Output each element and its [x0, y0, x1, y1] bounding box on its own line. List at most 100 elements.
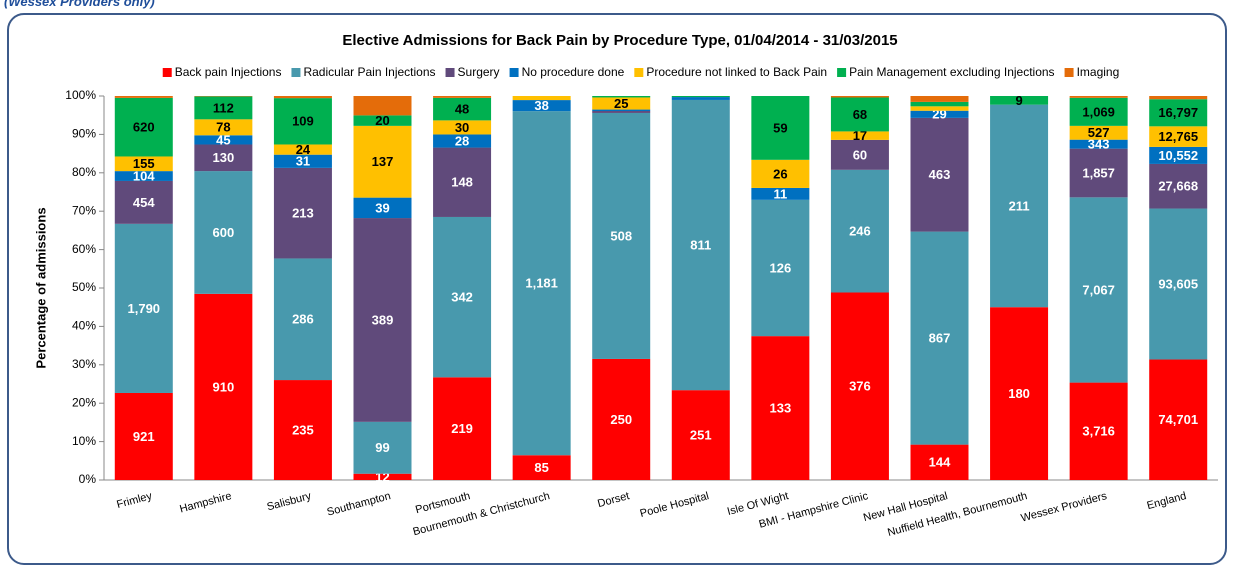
bar-segment — [990, 307, 1049, 480]
bar-segment — [910, 101, 969, 107]
y-tick-label: 0% — [79, 472, 97, 486]
legend-swatch — [634, 68, 644, 77]
data-label: 251 — [690, 428, 712, 443]
bar-segment — [1149, 146, 1208, 164]
bar-segment — [830, 139, 889, 170]
bar-segment — [273, 154, 332, 168]
x-tick-label: Dorset — [596, 490, 630, 510]
y-tick-label: 70% — [72, 203, 96, 217]
bar-segment — [353, 473, 412, 480]
y-tick-label: 60% — [72, 242, 96, 256]
bar-segment — [830, 169, 889, 293]
data-label: 60 — [853, 147, 867, 162]
legend-swatch — [837, 68, 847, 77]
bar-segment — [990, 96, 1049, 105]
frame — [7, 13, 1227, 565]
data-label: 126 — [770, 260, 792, 275]
data-label: 48 — [455, 102, 469, 117]
bar-segment — [433, 377, 492, 480]
data-label: 600 — [213, 225, 235, 240]
bar-segment — [194, 96, 253, 120]
legend-swatch — [1064, 68, 1074, 77]
data-label: 389 — [372, 312, 394, 327]
bar-segment — [433, 97, 492, 121]
data-label: 93,605 — [1158, 276, 1198, 291]
data-label: 180 — [1008, 386, 1030, 401]
bar-segment — [592, 112, 651, 359]
data-label: 620 — [133, 120, 155, 135]
data-label: 78 — [216, 120, 230, 135]
bar-segment — [1149, 163, 1208, 209]
x-tick-label: Hampshire — [178, 490, 232, 515]
data-label: 27,668 — [1158, 179, 1198, 194]
y-tick-label: 100% — [65, 88, 96, 102]
bar-segment — [1149, 99, 1208, 127]
bar-segment — [1069, 382, 1128, 480]
data-label: 286 — [292, 312, 314, 327]
bar-segment — [592, 96, 651, 98]
bar-segment — [433, 147, 492, 217]
bar-segment — [114, 392, 173, 480]
bar-segment — [910, 117, 969, 232]
bar-segment — [353, 96, 412, 116]
bar-segment — [273, 144, 332, 155]
legend-label: Back pain Injections — [175, 65, 282, 79]
legend-label: Surgery — [458, 65, 500, 79]
bar-segment — [273, 167, 332, 259]
bar-segment — [1069, 197, 1128, 383]
legend: Back pain Injections Radicular Pain Injec… — [162, 65, 1119, 79]
bar-segment — [353, 218, 412, 422]
legend-label: Radicular Pain Injections — [303, 65, 435, 79]
bar-segment — [194, 293, 253, 480]
bar-segment — [1149, 126, 1208, 147]
y-tick-label: 20% — [72, 395, 96, 409]
y-tick-label: 50% — [72, 280, 96, 294]
bar-segment — [194, 144, 253, 172]
bar-segment — [273, 258, 332, 381]
data-label: 16,797 — [1158, 105, 1198, 120]
bar-segment — [114, 180, 173, 224]
data-label: 921 — [133, 429, 155, 444]
data-label: 85 — [534, 460, 548, 475]
legend-swatch — [162, 68, 172, 77]
data-label: 1,857 — [1082, 165, 1115, 180]
bar-segment — [433, 216, 492, 378]
data-label: 811 — [690, 237, 711, 252]
bar-segment — [830, 96, 889, 98]
data-label: 112 — [213, 100, 234, 115]
data-label: 38 — [534, 98, 548, 113]
data-label: 137 — [372, 154, 394, 169]
bar-segment — [433, 120, 492, 135]
bar-segment — [910, 444, 969, 480]
data-label: 68 — [853, 107, 867, 122]
bar-segment — [512, 96, 571, 101]
bar-segment — [910, 231, 969, 445]
bar-segment — [910, 106, 969, 111]
bar-segment — [751, 199, 810, 337]
x-tick-label: England — [1146, 490, 1188, 512]
y-tick-label: 10% — [72, 434, 96, 448]
bar-segment — [512, 100, 571, 112]
data-label: 213 — [292, 206, 314, 221]
data-label: 31 — [296, 154, 310, 169]
x-tick-label: Poole Hospital — [639, 490, 711, 520]
data-label: 11 — [773, 186, 787, 201]
bar-segment — [194, 135, 253, 145]
bar-segment — [433, 96, 492, 98]
data-label: 99 — [375, 440, 389, 455]
bar-segment — [1069, 148, 1128, 198]
bar-segment — [273, 380, 332, 480]
data-label: 454 — [133, 195, 155, 210]
data-label: 235 — [292, 422, 314, 437]
bar-segment — [830, 97, 889, 132]
note: (Wessex Providers only) — [4, 0, 155, 9]
data-label: 7,067 — [1082, 282, 1115, 297]
data-label: 343 — [1088, 137, 1110, 152]
bar-segment — [114, 156, 173, 172]
bar-segment — [910, 96, 969, 102]
bar-segment — [1069, 125, 1128, 140]
bar-segment — [194, 171, 253, 294]
data-label: 342 — [451, 290, 473, 305]
x-tick-label: Wessex Providers — [1020, 490, 1109, 525]
